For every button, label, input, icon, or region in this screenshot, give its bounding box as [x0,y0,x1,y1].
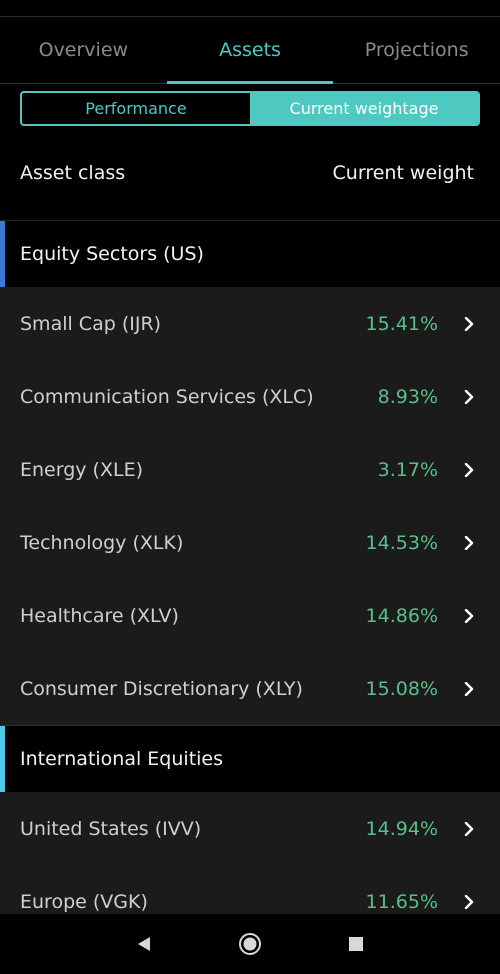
chevron-right-icon [462,462,476,477]
top-divider [0,16,500,17]
recents-square-icon[interactable] [344,932,368,956]
group-rows: United States (IVV) 14.94% Europe (VGK) … [0,792,500,915]
group-title: International Equities [20,748,224,770]
home-circle-icon[interactable] [238,932,262,956]
list-item[interactable]: Energy (XLE) 3.17% [0,433,500,506]
group-divider [0,725,500,726]
group-accent-bar [0,221,5,287]
list-item[interactable]: Consumer Discretionary (XLY) 15.08% [0,652,500,725]
asset-name: Small Cap (IJR) [20,312,162,335]
group-rows: Small Cap (IJR) 15.41% Communication Ser… [0,287,500,725]
group-header-international-equities: International Equities [0,726,500,792]
chevron-right-icon [462,389,476,404]
chevron-right-icon [462,316,476,331]
asset-weight: 3.17% [377,458,438,481]
tab-overview[interactable]: Overview [38,39,129,61]
asset-name: Europe (VGK) [20,890,148,913]
list-item[interactable]: Healthcare (XLV) 14.86% [0,579,500,652]
view-toggle: Performance Current weightage [20,91,480,126]
asset-name: Technology (XLK) [20,531,184,554]
asset-name: United States (IVV) [20,817,202,840]
asset-weight: 14.53% [365,531,438,554]
asset-weight: 14.94% [365,817,438,840]
asset-weight: 14.86% [365,604,438,627]
tab-bar: Overview Assets Projections [0,17,500,84]
asset-weight: 11.65% [365,890,438,913]
asset-name: Communication Services (XLC) [20,385,314,408]
performance-toggle-button[interactable]: Performance [85,99,187,118]
list-item[interactable]: United States (IVV) 14.94% [0,792,500,865]
column-header: Asset class Current weight [0,126,500,221]
list-item[interactable]: Technology (XLK) 14.53% [0,506,500,579]
current-weight-column-label: Current weight [332,162,474,184]
back-triangle-icon[interactable] [132,932,156,956]
group-accent-bar [0,726,5,792]
list-item[interactable]: Small Cap (IJR) 15.41% [0,287,500,360]
asset-weight: 15.08% [365,677,438,700]
asset-class-column-label: Asset class [20,162,126,184]
chevron-right-icon [462,608,476,623]
chevron-right-icon [462,821,476,836]
chevron-right-icon [462,535,476,550]
system-nav-bar [0,914,500,974]
asset-list[interactable]: Equity Sectors (US) Small Cap (IJR) 15.4… [0,221,500,915]
asset-name: Consumer Discretionary (XLY) [20,677,303,700]
list-item[interactable]: Communication Services (XLC) 8.93% [0,360,500,433]
chevron-right-icon [462,894,476,909]
asset-name: Healthcare (XLV) [20,604,179,627]
tab-assets[interactable]: Assets [166,17,334,84]
group-title: Equity Sectors (US) [20,243,204,265]
status-bar [0,0,500,16]
group-header-equity-sectors: Equity Sectors (US) [0,221,500,287]
asset-weight: 15.41% [365,312,438,335]
asset-weight: 8.93% [377,385,438,408]
chevron-right-icon [462,681,476,696]
list-item[interactable]: Europe (VGK) 11.65% [0,865,500,915]
asset-name: Energy (XLE) [20,458,143,481]
current-weightage-toggle-button[interactable]: Current weightage [250,93,478,124]
tab-projections[interactable]: Projections [364,39,469,61]
